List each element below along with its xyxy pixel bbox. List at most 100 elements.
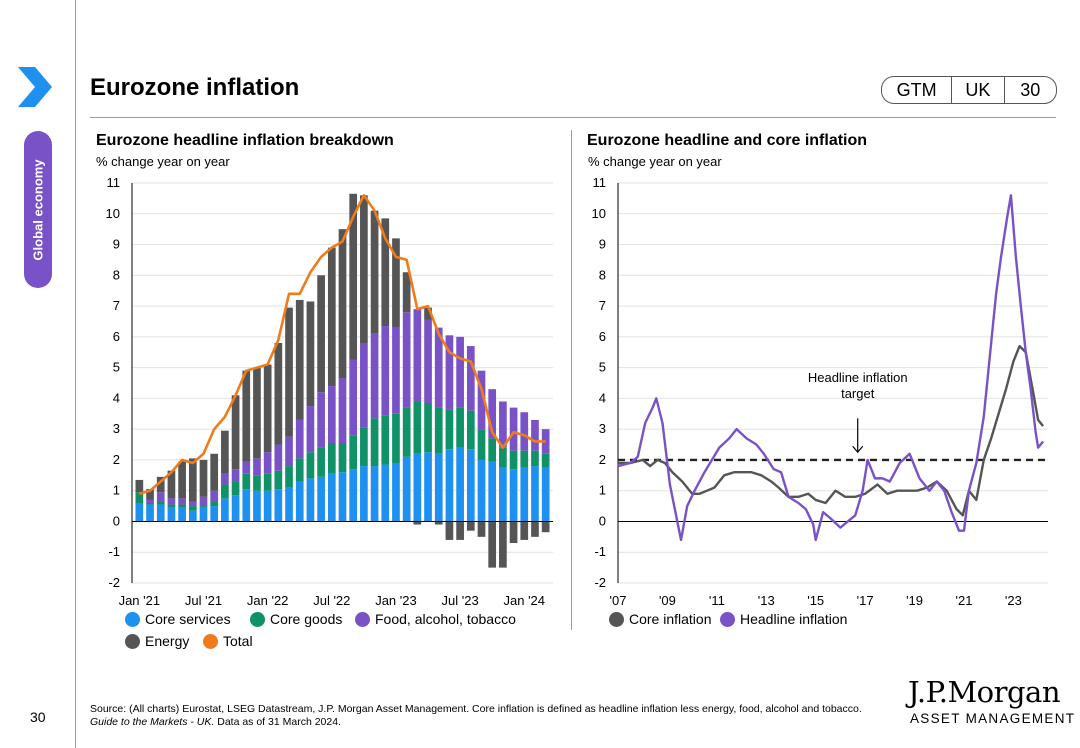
- bar-segment: [295, 419, 304, 459]
- bar-segment: [456, 447, 464, 522]
- bar-segment: [253, 475, 261, 491]
- source-italic: Guide to the Markets - UK.: [90, 716, 215, 728]
- logo-subline: ASSET MANAGEMENT: [910, 711, 1076, 726]
- legend-swatch: [125, 611, 140, 627]
- bar-segment: [349, 435, 358, 470]
- bar-segment: [327, 386, 336, 443]
- bar-segment: [178, 504, 186, 508]
- legend-core-goods: Core goods: [250, 611, 342, 627]
- bar-segment: [381, 326, 390, 416]
- bar-segment: [188, 501, 197, 507]
- bar-segment: [167, 498, 176, 505]
- bar-segment: [167, 507, 176, 522]
- bar-segment: [488, 521, 497, 568]
- y-tick-label: 8: [113, 267, 120, 282]
- title-rule: [90, 117, 1056, 118]
- y-tick-label: 10: [106, 206, 120, 221]
- x-tick-label: '09: [659, 593, 676, 608]
- bar-segment: [466, 521, 475, 531]
- bar-segment: [188, 506, 197, 511]
- bar-segment: [156, 501, 165, 505]
- bar-segment: [434, 453, 443, 522]
- x-tick-label: '15: [807, 593, 824, 608]
- bar-segment: [434, 407, 443, 454]
- y-tick-label: 6: [113, 329, 120, 344]
- section-label: Global economy: [30, 158, 46, 261]
- bar-segment: [274, 489, 283, 522]
- bar-segment: [317, 392, 325, 448]
- bar-segment: [531, 521, 539, 537]
- bar-segment: [285, 487, 293, 522]
- bar-segment: [178, 507, 186, 522]
- bar-segment: [263, 473, 272, 491]
- bar-segment: [146, 504, 154, 522]
- bar-segment: [509, 450, 518, 470]
- bar-segment: [445, 409, 454, 450]
- chevron-right-icon: [18, 67, 52, 107]
- bar-segment: [413, 521, 422, 525]
- y-tick-label: 3: [599, 421, 606, 436]
- y-tick-label: 0: [599, 513, 606, 528]
- legend-energy: Energy: [125, 633, 189, 649]
- legend-core-inflation: Core inflation: [609, 611, 712, 627]
- bar-segment: [156, 476, 165, 493]
- bar-segment: [295, 481, 304, 522]
- bar-segment: [221, 498, 229, 522]
- bar-segment: [402, 407, 411, 457]
- bar-segment: [456, 336, 464, 408]
- bar-segment: [135, 503, 144, 522]
- bar-segment: [499, 521, 507, 568]
- bar-segment: [242, 473, 251, 490]
- x-tick-label: '07: [610, 593, 627, 608]
- bar-segment: [295, 299, 304, 420]
- bar-segment: [338, 229, 347, 379]
- source-date: Data as of 31 March 2024.: [217, 716, 341, 728]
- legend-label: Core inflation: [629, 611, 712, 627]
- x-tick-label: Jan '21: [119, 593, 161, 608]
- headline-inflation-line: [617, 194, 1044, 542]
- legend-label: Food, alcohol, tobacco: [375, 611, 516, 627]
- bar-segment: [413, 309, 422, 402]
- annotation-label: target: [841, 386, 875, 401]
- bar-segment: [392, 327, 400, 414]
- badge-region: UK: [951, 77, 1003, 103]
- bar-segment: [199, 506, 208, 508]
- y-tick-label: 5: [113, 360, 120, 375]
- bar-segment: [360, 427, 368, 467]
- y-tick-label: 10: [592, 206, 606, 221]
- bar-segment: [424, 307, 432, 320]
- bar-segment: [456, 521, 464, 540]
- left-chart-subtitle: % change year on year: [96, 154, 230, 169]
- bar-segment: [199, 507, 208, 522]
- bar-segment: [349, 193, 358, 360]
- x-tick-label: Jan '23: [375, 593, 417, 608]
- bar-segment: [146, 489, 154, 500]
- bar-segment: [188, 458, 197, 502]
- bar-segment: [156, 504, 165, 522]
- bar-segment: [338, 378, 347, 443]
- bar-segment: [381, 464, 390, 522]
- bar-segment: [146, 503, 154, 505]
- bar-segment: [349, 469, 358, 522]
- bar-segment: [445, 521, 454, 540]
- bar-segment: [178, 461, 186, 499]
- x-tick-label: Jan '22: [247, 593, 289, 608]
- bar-segment: [456, 407, 464, 448]
- bar-segment: [263, 452, 272, 474]
- y-tick-label: 8: [599, 267, 606, 282]
- legend-label: Total: [223, 633, 253, 649]
- y-tick-label: 9: [113, 237, 120, 252]
- bar-segment: [370, 333, 379, 419]
- y-tick-label: 4: [113, 390, 120, 405]
- legend-total: Total: [203, 633, 253, 649]
- bar-segment: [499, 401, 507, 448]
- bar-segment: [424, 319, 432, 403]
- x-tick-label: '21: [956, 593, 973, 608]
- page-badge: GTM UK 30: [881, 76, 1057, 104]
- total-line: [138, 194, 546, 496]
- y-tick-label: -1: [108, 544, 120, 559]
- right-chart: -2 -1 0 1 2 3 4 5 6 7 8 9 10 11 '07 '09 '11 '13 '15 '17 '19 '…: [592, 175, 1048, 608]
- bar-segment: [520, 450, 529, 468]
- bar-segment: [221, 473, 229, 485]
- section-tab[interactable]: Global economy: [24, 131, 52, 288]
